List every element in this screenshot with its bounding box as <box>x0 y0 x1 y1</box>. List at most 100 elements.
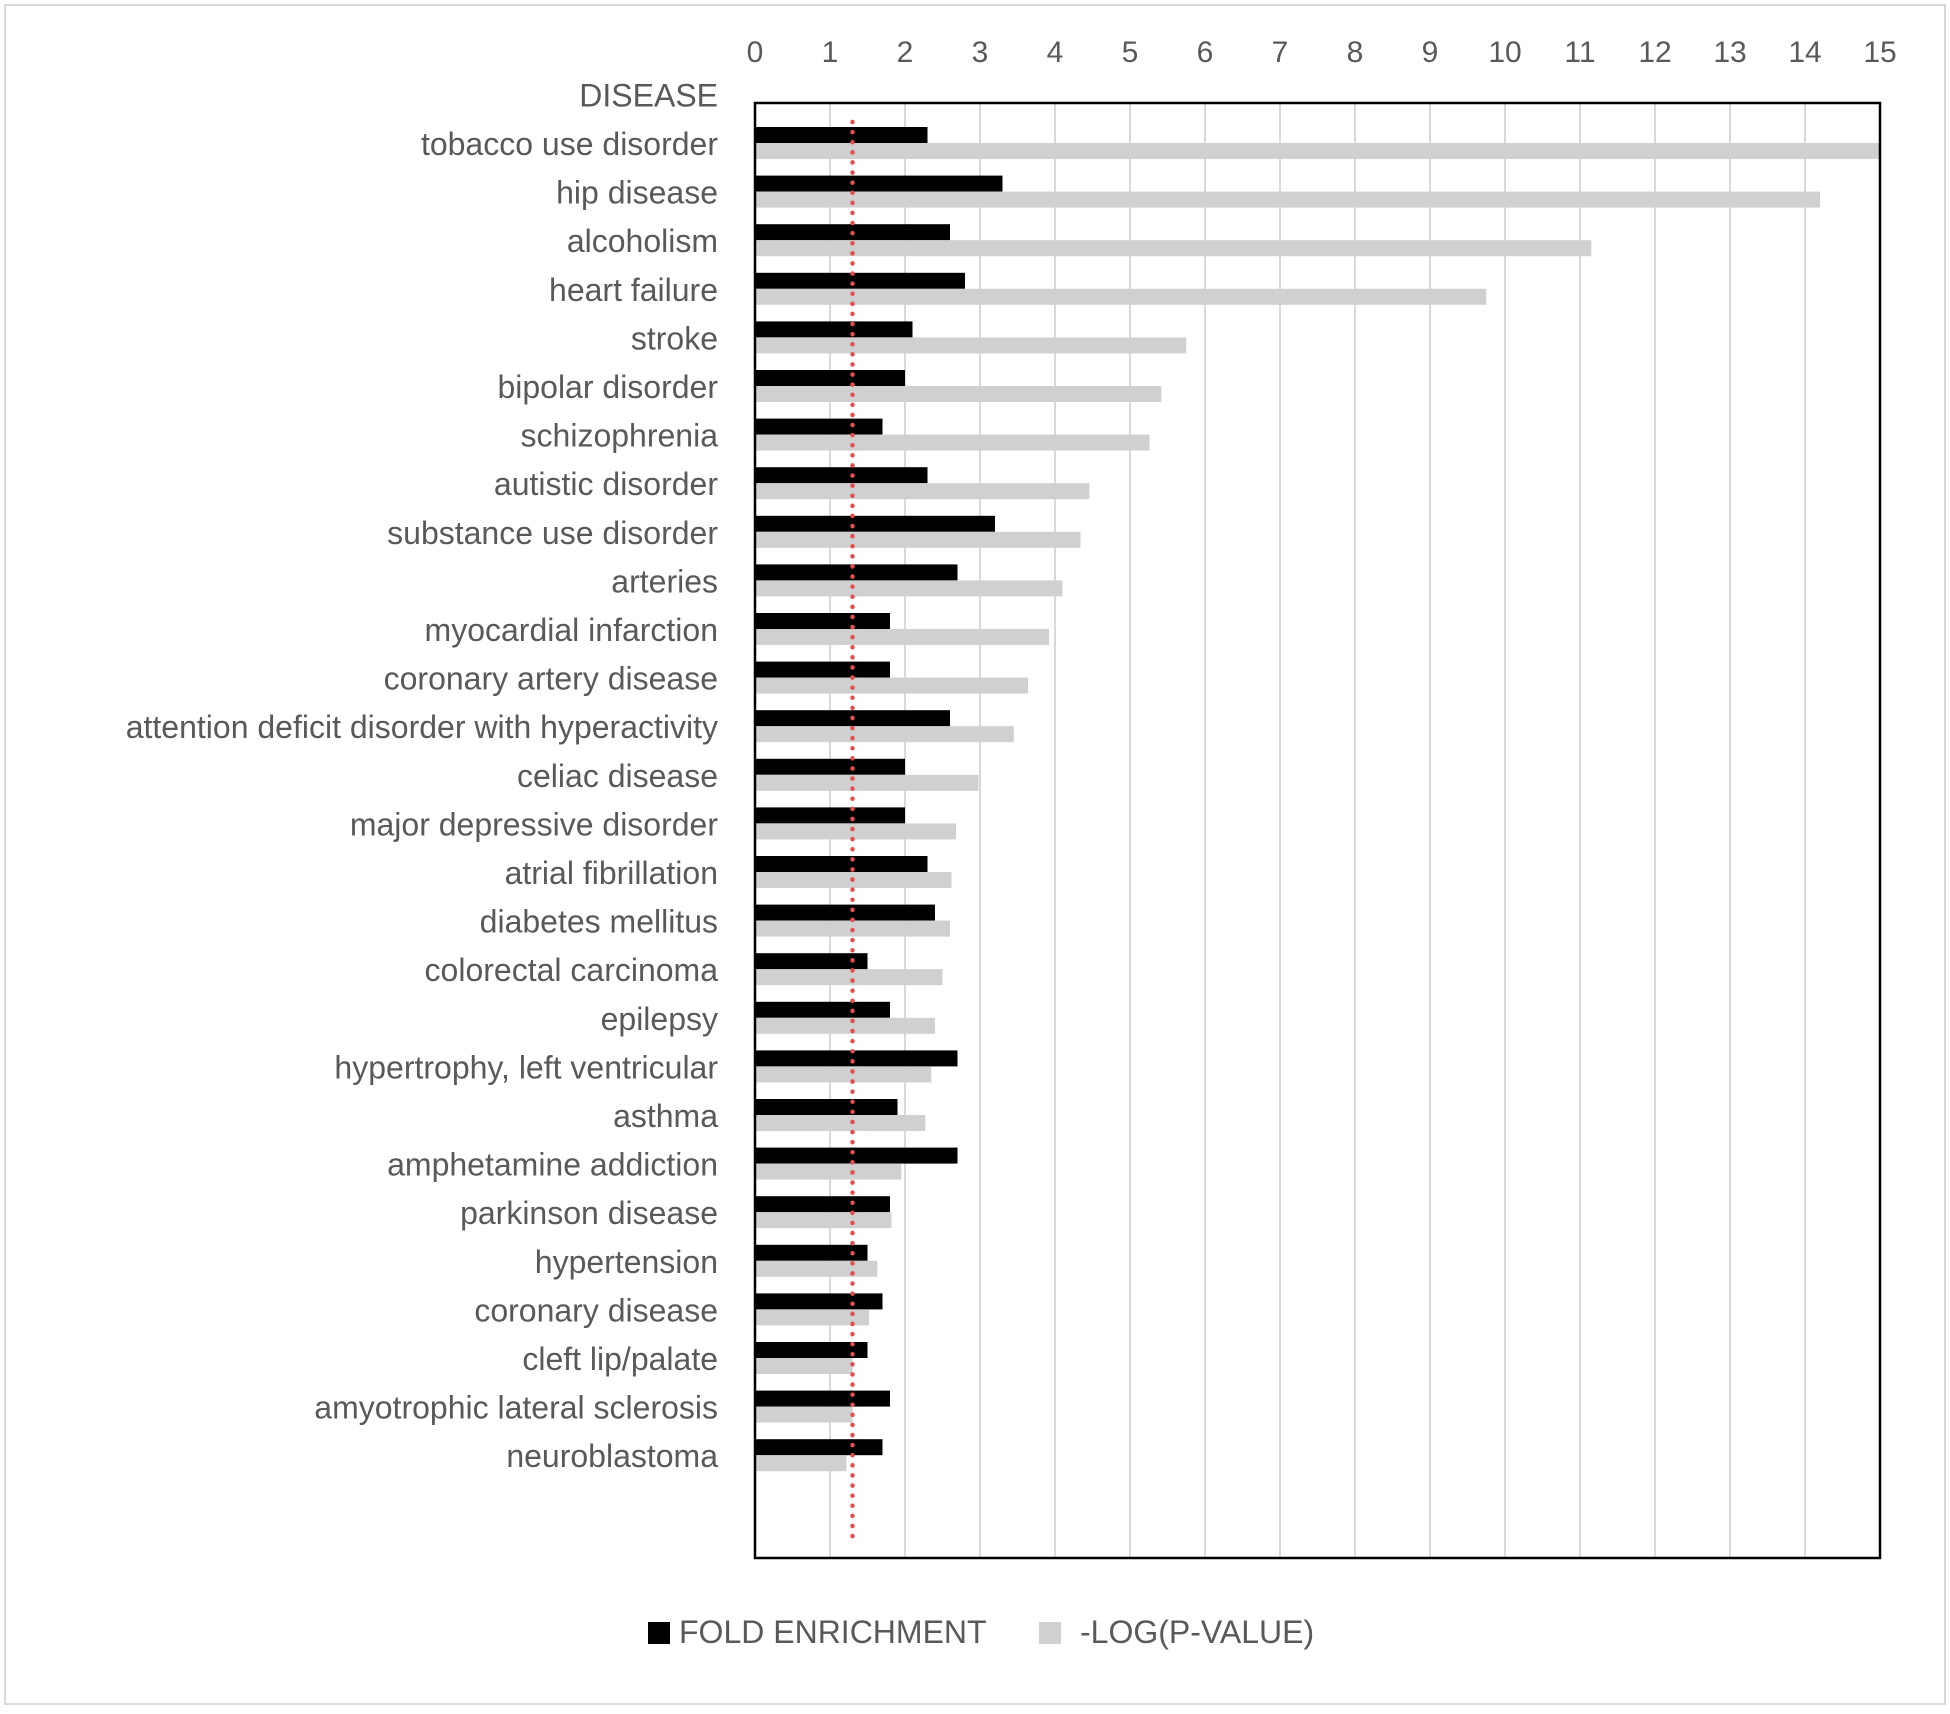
bar-fold-enrichment-substance-use-disorder <box>755 515 995 532</box>
category-label-bipolar-disorder: bipolar disorder <box>497 369 718 405</box>
bar-neg-log-p-value-hip-disease <box>755 191 1820 208</box>
bar-fold-enrichment-hip-disease <box>755 175 1003 192</box>
legend: FOLD ENRICHMENT -LOG(P-VALUE) <box>648 1614 1314 1650</box>
bar-neg-log-p-value-tobacco-use-disorder <box>755 143 1880 159</box>
bar-neg-log-p-value-cleft-lip-palate <box>755 1358 853 1374</box>
bar-neg-log-p-value-attention-deficit-disorder-with-hyperactivity <box>755 726 1014 743</box>
x-tick-label-6: 6 <box>1197 36 1214 69</box>
bar-neg-log-p-value-amyotrophic-lateral-sclerosis <box>755 1406 853 1423</box>
category-label-substance-use-disorder: substance use disorder <box>387 515 718 551</box>
bar-fold-enrichment-coronary-artery-disease <box>755 661 890 678</box>
bar-fold-enrichment-arteries <box>755 564 958 581</box>
bar-fold-enrichment-cleft-lip-palate <box>755 1342 868 1358</box>
x-tick-label-5: 5 <box>1122 36 1139 69</box>
bar-fold-enrichment-schizophrenia <box>755 418 883 435</box>
bar-fold-enrichment-major-depressive-disorder <box>755 807 905 824</box>
bar-neg-log-p-value-major-depressive-disorder <box>755 823 956 840</box>
plot-area-frame <box>753 101 1882 1560</box>
x-tick-label-15: 15 <box>1863 36 1896 69</box>
bar-fold-enrichment-neuroblastoma <box>755 1439 883 1456</box>
category-header: DISEASE <box>579 77 718 113</box>
bar-fold-enrichment-atrial-fibrillation <box>755 856 928 872</box>
bar-fold-enrichment-myocardial-infarction <box>755 613 890 629</box>
x-tick-label-11: 11 <box>1564 36 1595 69</box>
category-label-neuroblastoma: neuroblastoma <box>506 1438 718 1474</box>
bar-fold-enrichment-asthma <box>755 1099 898 1115</box>
bar-neg-log-p-value-hypertrophy-left-ventricular <box>755 1066 932 1083</box>
bar-neg-log-p-value-amphetamine-addiction <box>755 1163 902 1180</box>
category-label-hip-disease: hip disease <box>556 175 718 211</box>
x-tick-label-10: 10 <box>1488 36 1521 69</box>
bar-fold-enrichment-hypertension <box>755 1244 868 1261</box>
bar-neg-log-p-value-coronary-artery-disease <box>755 677 1028 694</box>
bar-fold-enrichment-bipolar-disorder <box>755 370 905 386</box>
bar-fold-enrichment-heart-failure <box>755 272 965 289</box>
category-label-attention-deficit-disorder-with-hyperactivity: attention deficit disorder with hyperact… <box>126 709 718 745</box>
x-tick-label-0: 0 <box>747 36 764 69</box>
category-label-schizophrenia: schizophrenia <box>521 418 719 454</box>
bar-fold-enrichment-stroke <box>755 321 913 338</box>
bar-neg-log-p-value-alcoholism <box>755 240 1592 257</box>
bar-fold-enrichment-tobacco-use-disorder <box>755 127 928 143</box>
category-label-colorectal-carcinoma: colorectal carcinoma <box>425 952 719 988</box>
bar-neg-log-p-value-colorectal-carcinoma <box>755 969 943 986</box>
category-label-autistic-disorder: autistic disorder <box>494 466 718 502</box>
x-tick-label-1: 1 <box>822 36 839 69</box>
category-label-arteries: arteries <box>611 563 718 599</box>
category-label-epilepsy: epilepsy <box>601 1001 718 1037</box>
bar-fold-enrichment-diabetes-mellitus <box>755 904 935 921</box>
category-label-hypertension: hypertension <box>535 1244 718 1280</box>
category-label-heart-failure: heart failure <box>549 272 718 308</box>
category-label-cleft-lip-palate: cleft lip/palate <box>522 1341 718 1377</box>
bar-neg-log-p-value-celiac-disease <box>755 774 979 791</box>
bar-neg-log-p-value-hypertension <box>755 1260 878 1277</box>
bar-neg-log-p-value-neuroblastoma <box>755 1455 847 1472</box>
bar-neg-log-p-value-arteries <box>755 580 1063 597</box>
x-tick-label-8: 8 <box>1347 36 1364 69</box>
bar-fold-enrichment-epilepsy <box>755 1001 890 1018</box>
bar-fold-enrichment-celiac-disease <box>755 758 905 775</box>
bar-neg-log-p-value-autistic-disorder <box>755 483 1090 500</box>
x-tick-label-13: 13 <box>1713 36 1746 69</box>
bar-fold-enrichment-coronary-disease <box>755 1293 883 1310</box>
x-tick-label-12: 12 <box>1638 36 1671 69</box>
bar-fold-enrichment-parkinson-disease <box>755 1196 890 1213</box>
category-label-diabetes-mellitus: diabetes mellitus <box>480 904 718 940</box>
x-tick-label-7: 7 <box>1272 36 1289 69</box>
category-label-stroke: stroke <box>631 320 718 356</box>
bar-neg-log-p-value-stroke <box>755 337 1187 354</box>
category-label-parkinson-disease: parkinson disease <box>460 1195 718 1231</box>
bar-neg-log-p-value-myocardial-infarction <box>755 629 1049 645</box>
bar-fold-enrichment-colorectal-carcinoma <box>755 953 868 970</box>
x-tick-label-3: 3 <box>972 36 989 69</box>
bar-neg-log-p-value-coronary-disease <box>755 1309 869 1326</box>
legend-swatch-neg-log-p-value <box>1039 1622 1061 1644</box>
bar-fold-enrichment-autistic-disorder <box>755 467 928 484</box>
category-label-myocardial-infarction: myocardial infarction <box>425 612 718 648</box>
category-label-celiac-disease: celiac disease <box>517 758 718 794</box>
category-label-atrial-fibrillation: atrial fibrillation <box>505 855 718 891</box>
chart-outer-frame <box>4 4 1946 1705</box>
bar-fold-enrichment-hypertrophy-left-ventricular <box>755 1050 958 1067</box>
category-label-amphetamine-addiction: amphetamine addiction <box>387 1147 718 1183</box>
bar-neg-log-p-value-bipolar-disorder <box>755 386 1162 402</box>
bar-neg-log-p-value-parkinson-disease <box>755 1212 892 1229</box>
category-labels: DISEASE tobacco use disorder hip disease a… <box>126 77 719 1474</box>
legend-swatch-fold-enrichment <box>648 1622 670 1644</box>
x-tick-label-14: 14 <box>1788 36 1821 69</box>
category-label-tobacco-use-disorder: tobacco use disorder <box>421 126 718 162</box>
x-tick-label-4: 4 <box>1047 36 1064 69</box>
legend-label-fold-enrichment: FOLD ENRICHMENT <box>679 1614 987 1650</box>
category-label-major-depressive-disorder: major depressive disorder <box>350 806 719 842</box>
category-label-amyotrophic-lateral-sclerosis: amyotrophic lateral sclerosis <box>314 1390 718 1426</box>
bar-neg-log-p-value-schizophrenia <box>755 434 1150 451</box>
bars <box>755 127 1880 1472</box>
bar-neg-log-p-value-heart-failure <box>755 288 1487 305</box>
category-label-hypertrophy-left-ventricular: hypertrophy, left ventricular <box>334 1049 718 1085</box>
x-tick-label-2: 2 <box>897 36 914 69</box>
category-label-coronary-disease: coronary disease <box>474 1292 718 1328</box>
bar-fold-enrichment-amphetamine-addiction <box>755 1147 958 1164</box>
bar-neg-log-p-value-epilepsy <box>755 1017 935 1034</box>
